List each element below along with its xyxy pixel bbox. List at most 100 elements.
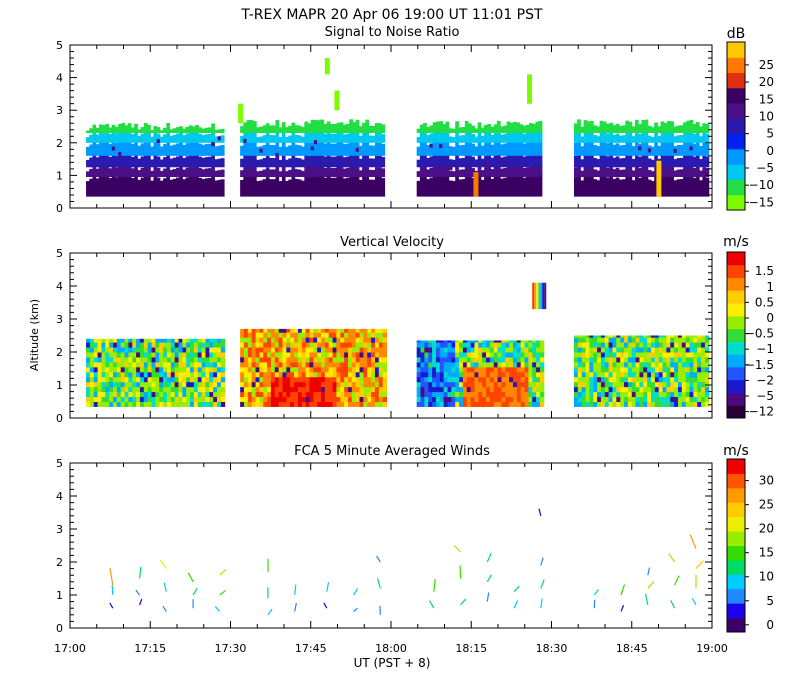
wind-barb — [376, 578, 381, 589]
vv-cell — [704, 371, 710, 378]
colorbar-swatch — [727, 354, 745, 368]
vv-cell — [428, 376, 433, 383]
vv-cell — [466, 347, 472, 353]
vv-cell — [136, 338, 141, 343]
vv-cell — [627, 347, 633, 353]
vv-cell — [697, 337, 702, 343]
snr-cell — [516, 122, 520, 134]
vv-cell — [209, 347, 214, 353]
snr-cell — [516, 130, 520, 143]
snr-cell — [336, 122, 341, 134]
snr-cell — [118, 153, 122, 168]
snr-cell — [336, 176, 341, 197]
wind-barb — [135, 589, 141, 596]
snr-cell — [130, 127, 135, 134]
vv-cell — [166, 342, 172, 348]
vv-cell — [278, 361, 284, 368]
wind-barb — [219, 589, 226, 596]
snr-cell — [461, 179, 466, 197]
vv-cell — [321, 328, 326, 333]
vv-cell — [163, 376, 168, 383]
snr-cell — [699, 180, 703, 197]
snr-cell — [451, 171, 456, 178]
snr-cell — [477, 130, 482, 143]
vv-cell — [278, 381, 284, 388]
vv-cell — [151, 386, 156, 393]
vv-cell — [643, 391, 648, 398]
vv-cell — [654, 371, 660, 378]
vv-cell — [512, 401, 518, 407]
vv-cell — [255, 347, 260, 353]
vv-cell — [197, 338, 203, 343]
vv-cell — [286, 396, 291, 402]
snr-cell — [638, 146, 642, 151]
snr-cell — [468, 141, 472, 156]
snr-cell — [654, 155, 658, 168]
vv-cell — [693, 356, 698, 363]
vv-cell — [159, 376, 164, 383]
vv-cell — [420, 342, 425, 348]
snr-cell — [240, 179, 244, 197]
vv-cell — [170, 356, 176, 363]
snr-cell — [288, 125, 292, 134]
vv-cell — [482, 376, 487, 383]
vv-cell — [589, 335, 594, 338]
vv-cell — [528, 366, 533, 373]
vv-cell — [247, 337, 253, 343]
vv-cell — [536, 340, 541, 343]
vv-cell — [151, 342, 156, 348]
snr-cell — [374, 123, 379, 134]
vv-cell — [297, 332, 303, 338]
snr-cell — [599, 174, 604, 197]
vv-cell — [593, 371, 598, 378]
vv-cell — [532, 366, 537, 373]
vv-cell — [101, 338, 106, 343]
vv-cell — [166, 347, 172, 353]
vv-cell — [600, 356, 606, 363]
snr-cell — [702, 177, 707, 197]
snr-cell — [92, 140, 97, 156]
vv-cell — [509, 386, 514, 393]
vv-cell — [670, 366, 675, 373]
snr-cell — [288, 158, 292, 168]
snr-cell — [166, 173, 171, 197]
snr-cell — [378, 123, 382, 134]
vv-cell — [585, 337, 590, 343]
vv-cell — [297, 381, 303, 388]
snr-cell — [246, 152, 251, 168]
vv-cell — [321, 376, 326, 383]
vv-cell — [528, 347, 533, 353]
vv-cell — [86, 381, 91, 388]
vv-cell — [371, 342, 376, 348]
snr-cell — [606, 133, 610, 143]
snr-cell — [512, 174, 517, 197]
vv-cell — [378, 337, 384, 343]
vv-cell — [643, 335, 648, 338]
vv-cell — [313, 391, 318, 398]
vv-cell — [166, 391, 172, 398]
snr-cell — [573, 177, 578, 197]
vv-cell — [116, 347, 122, 353]
vv-cell — [443, 371, 448, 378]
vv-cell — [654, 335, 660, 338]
snr-cell — [660, 175, 665, 197]
snr-cell — [269, 179, 273, 197]
vv-cell — [662, 391, 667, 398]
vv-cell — [704, 347, 710, 353]
vv-cell — [681, 401, 687, 407]
vv-cell — [297, 391, 303, 398]
vv-cell — [670, 352, 675, 358]
wind-barb — [159, 559, 167, 569]
vv-cell — [639, 376, 644, 383]
colorbar-swatch — [727, 392, 745, 406]
vv-cell — [620, 352, 625, 358]
colorbar-swatch — [727, 252, 745, 266]
vv-cell — [505, 391, 510, 398]
snr-cell — [683, 166, 687, 178]
vv-cell — [367, 332, 372, 338]
vv-cell — [367, 376, 372, 383]
snr-cell — [519, 142, 524, 156]
snr-cell — [484, 124, 488, 134]
snr-cell — [204, 157, 209, 168]
vv-cell — [263, 381, 268, 388]
